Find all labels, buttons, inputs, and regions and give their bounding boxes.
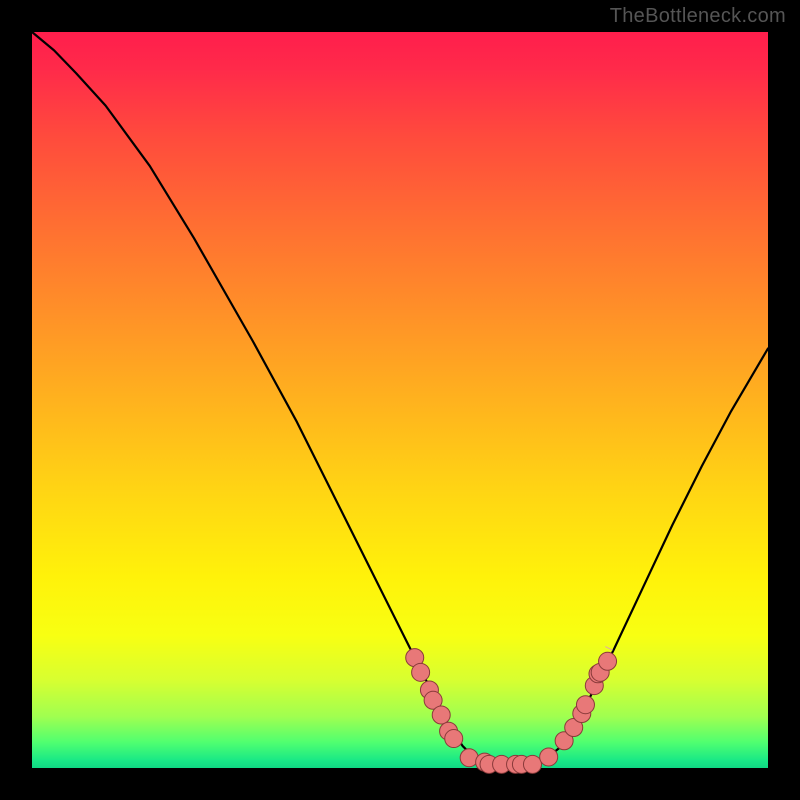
data-marker	[445, 730, 463, 748]
data-marker	[523, 755, 541, 773]
plot-area	[32, 32, 768, 768]
data-marker	[432, 706, 450, 724]
data-marker	[540, 748, 558, 766]
data-marker	[412, 663, 430, 681]
data-marker	[576, 696, 594, 714]
chart-root: TheBottleneck.com	[0, 0, 800, 800]
bottleneck-chart	[0, 0, 800, 800]
watermark-text: TheBottleneck.com	[610, 5, 786, 28]
data-marker	[599, 652, 617, 670]
